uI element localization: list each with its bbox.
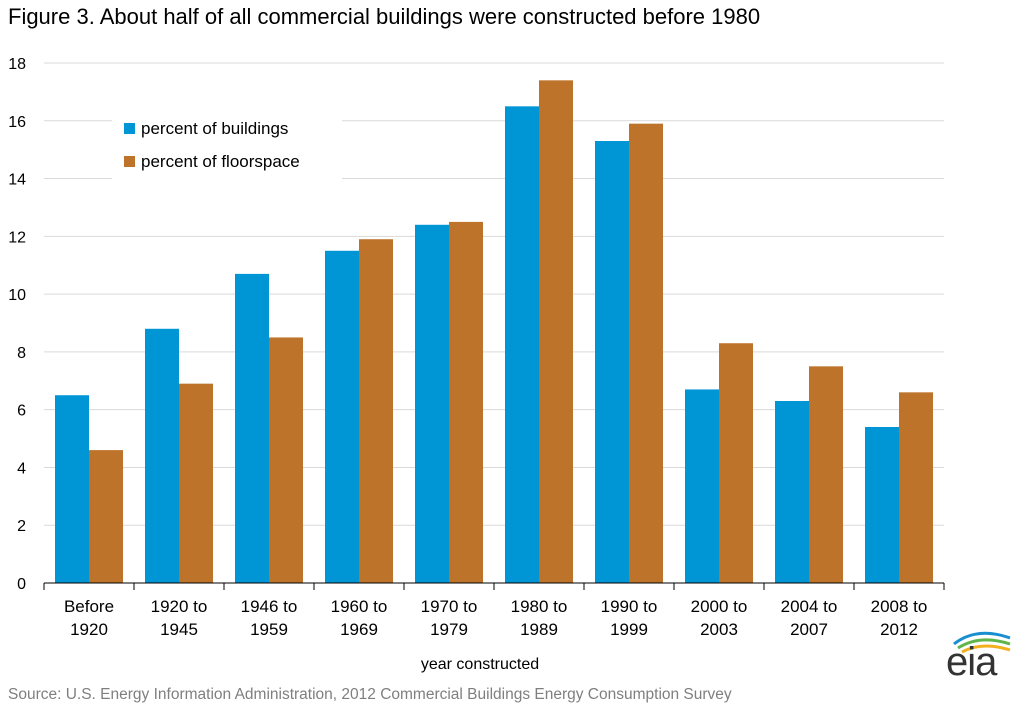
bar-buildings: [235, 273, 269, 583]
bar-floorspace: [539, 80, 573, 583]
x-tick-label: 2008 to: [871, 597, 928, 616]
y-tick-labels: 0 2 4 6 8 10 12 14 16 18: [8, 56, 26, 593]
legend-label: percent of floorspace: [141, 152, 300, 171]
bar-floorspace: [899, 392, 933, 583]
bar-floorspace: [89, 450, 123, 583]
x-tick-labels: Before 1920 1920 to 1945 1946 to 1959 1960 to 1…: [64, 597, 927, 639]
y-tick-label: 6: [17, 403, 26, 420]
x-tick-label: 1980 to: [511, 597, 568, 616]
x-tick-label: 2012: [880, 620, 918, 639]
x-tick-label: 1979: [430, 620, 468, 639]
bars: [55, 80, 933, 584]
bar-buildings: [415, 224, 449, 583]
y-tick-label: 12: [8, 229, 26, 246]
x-tick-label: 1920 to: [151, 597, 208, 616]
source-note: Source: U.S. Energy Information Administ…: [8, 686, 732, 703]
bar-buildings: [775, 401, 809, 583]
legend-swatch: [124, 123, 135, 134]
axes: [43, 582, 945, 590]
bar-buildings: [865, 427, 899, 583]
x-tick-label: 2000 to: [691, 597, 748, 616]
bar-floorspace: [269, 337, 303, 583]
y-tick-label: 14: [8, 172, 26, 189]
x-tick-label: 1959: [250, 620, 288, 639]
x-tick-label: 1990 to: [601, 597, 658, 616]
bar-buildings: [325, 250, 359, 583]
x-tick-label: 1945: [160, 620, 198, 639]
x-tick-label: 1999: [610, 620, 648, 639]
eia-logo-text: eia: [946, 640, 997, 684]
legend-swatch: [124, 156, 135, 167]
y-tick-label: 10: [8, 287, 26, 304]
bar-buildings: [595, 141, 629, 583]
bar-floorspace: [179, 383, 213, 583]
y-tick-label: 18: [8, 56, 26, 73]
bar-floorspace: [449, 221, 483, 583]
y-tick-label: 16: [8, 114, 26, 131]
x-tick-label: 1989: [520, 620, 558, 639]
eia-logo-icon: [953, 631, 1011, 654]
x-tick-label: 1946 to: [241, 597, 298, 616]
bar-buildings: [685, 389, 719, 583]
legend: percent of buildings percent of floorspac…: [112, 116, 342, 184]
bar-buildings: [145, 328, 179, 583]
x-tick-label: 2004 to: [781, 597, 838, 616]
x-tick-label: 2007: [790, 620, 828, 639]
bar-floorspace: [629, 123, 663, 584]
legend-label: percent of buildings: [141, 119, 288, 138]
bar-buildings: [55, 395, 89, 583]
bar-floorspace: [719, 343, 753, 583]
x-axis-title: year constructed: [421, 656, 539, 673]
y-tick-label: 2: [17, 518, 26, 535]
legend-background: [112, 116, 342, 184]
x-tick-label: 1960 to: [331, 597, 388, 616]
chart-title: Figure 3. About half of all commercial b…: [8, 4, 761, 29]
x-tick-label: 1969: [340, 620, 378, 639]
bar-floorspace: [809, 366, 843, 583]
x-tick-label: 1970 to: [421, 597, 478, 616]
y-tick-label: 0: [17, 576, 26, 593]
x-tick-label: Before: [64, 597, 114, 616]
x-tick-label: 2003: [700, 620, 738, 639]
y-tick-label: 8: [17, 345, 26, 362]
x-tick-label: 1920: [70, 620, 108, 639]
bar-buildings: [505, 106, 539, 583]
y-tick-label: 4: [17, 460, 26, 477]
bar-floorspace: [359, 239, 393, 583]
